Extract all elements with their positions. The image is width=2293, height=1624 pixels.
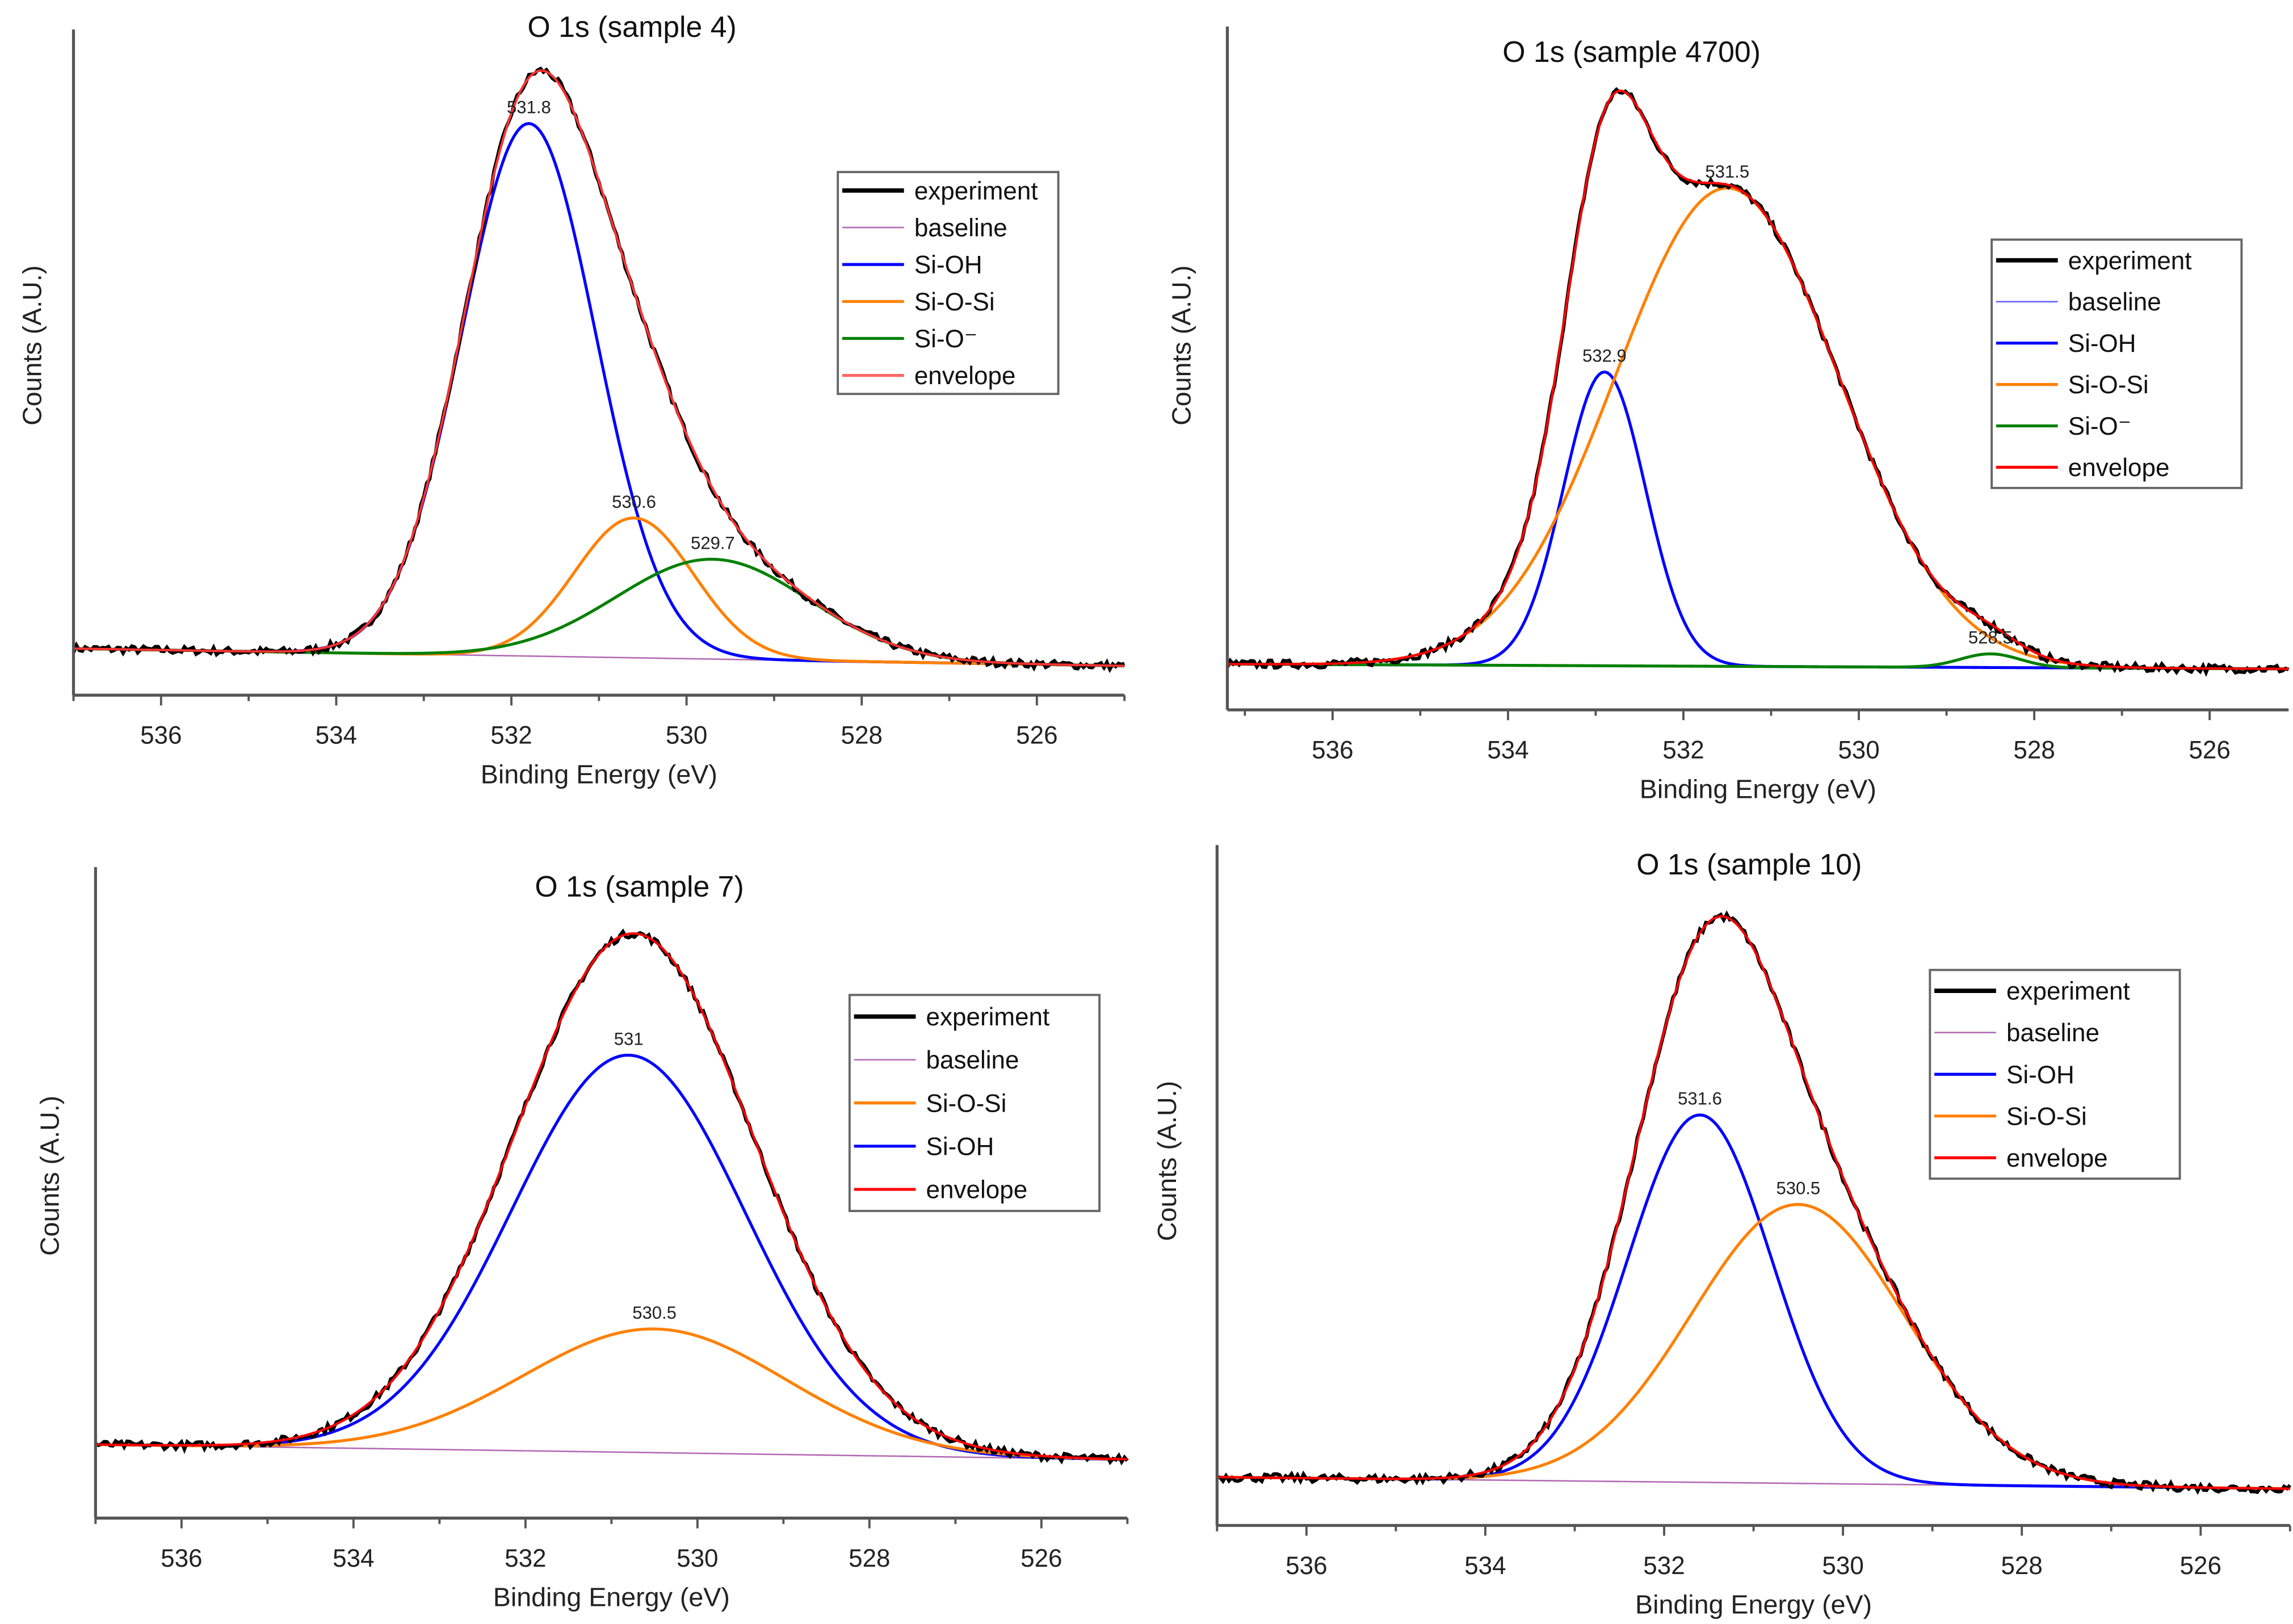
baseline-line — [95, 1444, 1128, 1461]
envelope-line — [1217, 915, 2290, 1490]
legend-label: Si-O-Si — [926, 1089, 1007, 1117]
legend-label: envelope — [2006, 1145, 2108, 1172]
legend: experiment baseline Si-OH Si-O-Si Si-O⁻ envel… — [1990, 238, 2243, 489]
x-tick-label: 528 — [2001, 1552, 2042, 1580]
peak-label: 531.6 — [1678, 1089, 1722, 1109]
x-tick-label: 528 — [2013, 736, 2055, 764]
x-tick-label: 530 — [1838, 736, 1879, 764]
chart-panel-2: 532.9 531.5 528.5 536 534 532 530 528 526 Binding… — [1167, 26, 2290, 803]
chart-title: O 1s (sample 10) — [1636, 848, 1862, 881]
legend-label: baseline — [2006, 1019, 2099, 1047]
x-tick-label: 536 — [140, 722, 182, 750]
legend-label: Si-OH — [926, 1133, 994, 1160]
peak-label: 532.9 — [1582, 346, 1627, 365]
x-tick-label: 534 — [1487, 736, 1528, 764]
x-tick-label: 526 — [1016, 722, 1057, 750]
legend-label: envelope — [914, 362, 1016, 390]
peak-label: 529.7 — [691, 533, 735, 553]
legend-label: Si-OH — [2006, 1061, 2074, 1089]
legend-label: experiment — [914, 177, 1038, 205]
chart-title: O 1s (sample 4) — [527, 10, 736, 43]
x-axis-label: Binding Energy (eV) — [1640, 774, 1876, 803]
legend: experiment baseline Si-O-Si Si-OH envelope — [848, 994, 1101, 1213]
x-tick-label: 532 — [505, 1545, 546, 1572]
x-tick-label: 530 — [677, 1545, 718, 1572]
x-tick-label: 528 — [841, 722, 883, 750]
peak-label: 531 — [614, 1029, 644, 1049]
component-line-siosi — [95, 1327, 1128, 1461]
legend-box — [837, 171, 1060, 396]
chart-title: O 1s (sample 4700) — [1502, 35, 1761, 68]
legend-label: baseline — [914, 214, 1007, 242]
x-tick-label: 536 — [161, 1545, 202, 1572]
x-tick-label: 534 — [1464, 1552, 1506, 1580]
x-axis-label: Binding Energy (eV) — [493, 1583, 730, 1612]
peak-label: 530.5 — [632, 1303, 677, 1323]
x-tick-label: 536 — [1312, 736, 1353, 764]
x-tick-label: 536 — [1286, 1552, 1327, 1580]
experiment-line — [1225, 87, 2290, 677]
x-tick-label: 534 — [333, 1545, 374, 1572]
legend-box — [1929, 969, 2181, 1180]
peak-label: 531.5 — [1705, 162, 1749, 182]
legend-label: experiment — [2006, 978, 2130, 1005]
chart-panel-1: 531.8 530.6 529.7 536 534 532 530 528 526 Binding… — [18, 10, 1126, 789]
peak-label: 530.6 — [612, 492, 656, 512]
legend-label: baseline — [926, 1046, 1019, 1074]
chart-panel-4: 531.6 530.5 536 534 532 530 528 526 Binding Ener… — [1152, 845, 2292, 1619]
x-tick-label: 530 — [666, 722, 707, 750]
component-line-siosi — [73, 516, 1125, 668]
x-tick-label: 526 — [2189, 736, 2230, 764]
legend-label: Si-O-Si — [2006, 1103, 2087, 1130]
y-axis-label: Counts (A.U.) — [1167, 266, 1196, 426]
x-axis-label: Binding Energy (eV) — [481, 760, 717, 789]
x-tick-label: 532 — [1662, 736, 1704, 764]
legend-label: envelope — [926, 1176, 1028, 1204]
envelope-line — [95, 932, 1128, 1461]
x-tick-label: 526 — [2180, 1552, 2221, 1580]
legend-label: Si-OH — [2068, 330, 2136, 357]
x-tick-label: 534 — [316, 722, 357, 750]
peak-label: 528.5 — [1968, 628, 2013, 647]
legend: experiment baseline Si-OH Si-O-Si Si-O⁻ envel… — [837, 171, 1060, 396]
y-axis-label: Counts (A.U.) — [35, 1096, 65, 1256]
legend-box — [1990, 238, 2243, 489]
legend-label: experiment — [2068, 247, 2192, 275]
legend-label: experiment — [926, 1003, 1050, 1031]
component-line-siosi — [1217, 1203, 2290, 1491]
peak-label: 530.5 — [1776, 1178, 1820, 1198]
chart-title: O 1s (sample 7) — [535, 870, 744, 903]
y-axis-label: Counts (A.U.) — [18, 266, 47, 426]
x-tick-label: 528 — [849, 1545, 890, 1572]
legend-label: Si-O⁻ — [914, 325, 977, 353]
y-axis-label: Counts (A.U.) — [1152, 1081, 1182, 1241]
legend: experiment baseline Si-OH Si-O-Si envelope — [1929, 969, 2181, 1180]
legend-label: Si-O-Si — [914, 288, 995, 316]
chart-panel-3: 531 530.5 536 534 532 530 528 526 Binding Energy… — [35, 867, 1129, 1612]
x-tick-label: 530 — [1822, 1552, 1863, 1580]
legend-label: baseline — [2068, 288, 2161, 316]
x-axis-label: Binding Energy (eV) — [1635, 1590, 1872, 1619]
envelope-line — [1227, 89, 2289, 670]
legend-label: envelope — [2068, 454, 2170, 482]
x-tick-label: 526 — [1020, 1545, 1062, 1572]
legend-label: Si-O⁻ — [2068, 413, 2131, 440]
legend-label: Si-O-Si — [2068, 371, 2149, 399]
peak-label: 531.8 — [507, 98, 551, 117]
envelope-line — [73, 69, 1125, 667]
experiment-line — [1216, 910, 2292, 1495]
legend-label: Si-OH — [914, 251, 982, 279]
x-tick-label: 532 — [1643, 1552, 1685, 1580]
x-tick-label: 532 — [490, 722, 532, 750]
